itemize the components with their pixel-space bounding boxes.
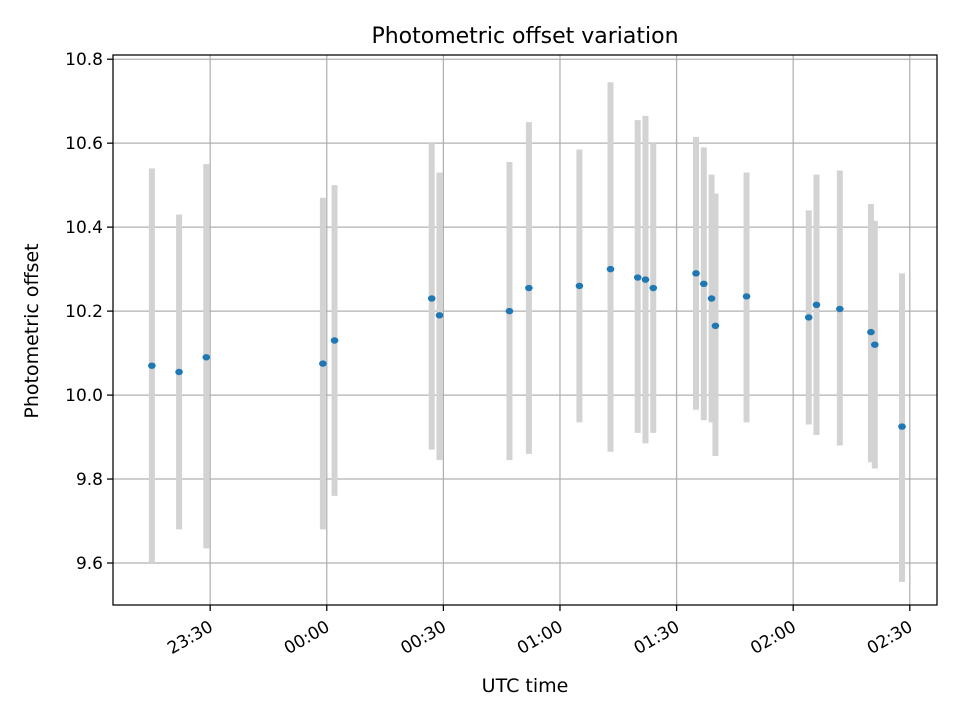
y-axis-label: Photometric offset bbox=[21, 243, 43, 418]
data-point bbox=[711, 322, 720, 330]
data-point bbox=[525, 284, 533, 292]
data-point bbox=[699, 280, 708, 288]
data-point bbox=[330, 337, 339, 344]
data-point bbox=[606, 265, 615, 273]
y-axis-ticks: 9.6 9.8 10.0 10.2 10.4 10.6 10.8 bbox=[65, 50, 113, 574]
data-point bbox=[202, 354, 211, 361]
y-tick-label: 10.8 bbox=[65, 50, 103, 70]
data-point bbox=[633, 274, 642, 281]
data-point bbox=[707, 295, 716, 302]
grid bbox=[113, 55, 937, 605]
y-tick-label: 10.2 bbox=[65, 302, 103, 322]
data-point bbox=[692, 270, 700, 277]
data-point bbox=[435, 312, 444, 319]
data-points bbox=[148, 265, 906, 430]
data-point bbox=[148, 362, 156, 369]
data-point bbox=[641, 276, 650, 283]
data-point bbox=[319, 360, 327, 367]
y-tick-label: 10.4 bbox=[65, 218, 103, 238]
data-point bbox=[575, 282, 584, 290]
data-point bbox=[812, 301, 821, 309]
y-tick-label: 10.6 bbox=[65, 134, 103, 154]
data-point bbox=[175, 368, 183, 376]
data-point bbox=[427, 295, 436, 302]
data-point bbox=[898, 423, 906, 430]
y-tick-label: 9.6 bbox=[76, 554, 103, 574]
data-point bbox=[505, 307, 514, 315]
chart-title: Photometric offset variation bbox=[371, 24, 678, 49]
data-point bbox=[867, 328, 875, 336]
data-point bbox=[871, 341, 879, 348]
y-tick-label: 9.8 bbox=[76, 470, 103, 490]
data-point bbox=[649, 284, 658, 292]
data-point bbox=[804, 314, 813, 321]
data-point bbox=[836, 305, 844, 313]
data-point bbox=[742, 293, 751, 300]
y-tick-label: 10.0 bbox=[65, 386, 103, 406]
plot-area-frame bbox=[112, 54, 938, 606]
x-axis-label: UTC time bbox=[482, 675, 569, 697]
